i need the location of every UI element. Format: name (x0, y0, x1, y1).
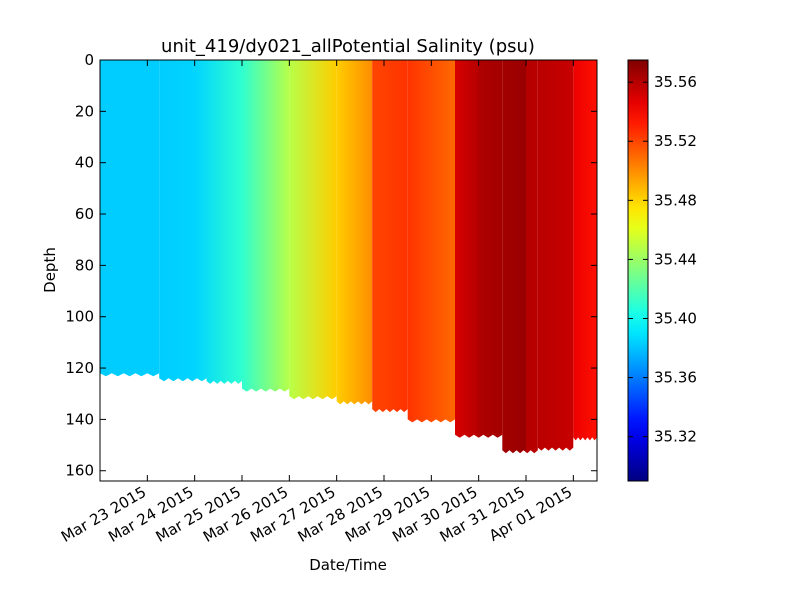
y-tick-label: 20 (75, 102, 94, 120)
profile-group-5 (336, 60, 373, 405)
profile-group-7 (407, 60, 455, 423)
profile-group-3 (242, 60, 290, 392)
data-layer (100, 60, 597, 454)
profile-group-0 (100, 60, 160, 377)
colorbar-tick-label: 35.44 (654, 250, 697, 268)
y-tick-label: 120 (65, 359, 94, 377)
profile-group-6 (372, 60, 408, 413)
y-tick-label: 160 (65, 462, 94, 480)
profile-group-9 (502, 60, 538, 454)
profile-group-10 (537, 60, 574, 451)
colorbar-tick-label: 35.56 (654, 73, 697, 91)
chart-title: unit_419/dy021_allPotential Salinity (ps… (161, 36, 535, 57)
profile-group-4 (289, 60, 337, 400)
colorbar (627, 59, 649, 482)
plot-frame (99, 59, 598, 482)
profile-group-1 (159, 60, 207, 382)
colorbar-tick-label: 35.48 (654, 191, 697, 209)
profile-group-2 (206, 60, 242, 384)
y-tick-label: 60 (75, 205, 94, 223)
y-tick-label: 100 (65, 308, 94, 326)
y-tick-label: 0 (84, 51, 94, 69)
y-tick-label: 140 (65, 410, 94, 428)
colorbar-tick-label: 35.52 (654, 132, 697, 150)
y-axis-label: Depth (41, 247, 59, 293)
colorbar-ticks: 35.32 35.36 35.40 35.44 35.48 35.52 35.56 (628, 73, 697, 446)
y-tick-label: 40 (75, 154, 94, 172)
colorbar-tick-label: 35.36 (654, 369, 697, 387)
y-tick-label: 80 (75, 256, 94, 274)
y-axis: 0 20 40 60 80 100 120 140 160 (65, 51, 597, 480)
colorbar-tick-label: 35.40 (654, 310, 697, 328)
profile-group-11 (573, 60, 597, 441)
profile-group-8 (455, 60, 503, 438)
colorbar-tick-label: 35.32 (654, 428, 697, 446)
x-axis-label: Date/Time (309, 556, 387, 574)
